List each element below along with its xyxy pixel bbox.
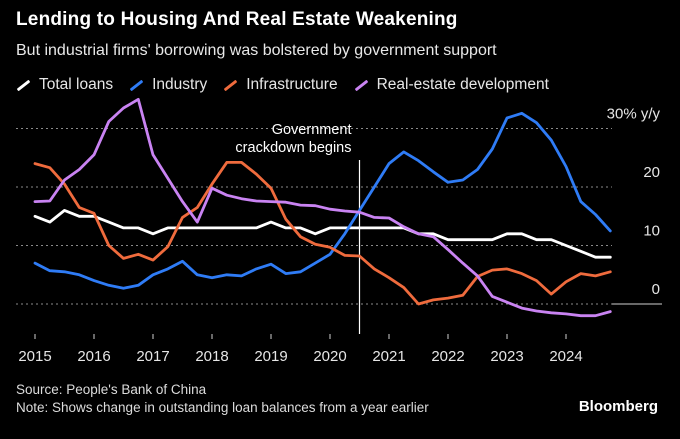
x-tick-label-2015: 2015 — [18, 348, 51, 365]
x-tick-label-2021: 2021 — [372, 348, 405, 365]
x-tick-label-2019: 2019 — [254, 348, 287, 365]
real-estate-line — [33, 97, 612, 318]
y-tick-label-30: 30% y/y — [607, 106, 661, 123]
legend-item-real-estate: Real-estate development — [354, 76, 549, 94]
y-tick-label-0: 0 — [652, 281, 660, 298]
x-tick-label-2022: 2022 — [431, 348, 464, 365]
x-tick-label-2024: 2024 — [549, 348, 582, 365]
x-tick-label-2023: 2023 — [490, 348, 523, 365]
x-tick-label-2017: 2017 — [136, 348, 169, 365]
annotation-text-line-1: Government — [272, 122, 352, 138]
x-tick-label-2016: 2016 — [77, 348, 110, 365]
y-tick-label-10: 10 — [643, 223, 660, 240]
legend-item-total-loans: Total loans — [16, 76, 113, 94]
total-loans-line — [33, 208, 612, 259]
legend: Total loans Industry Infrastructure Real… — [16, 76, 565, 94]
legend-label-total-loans: Total loans — [39, 76, 114, 93]
legend-item-industry: Industry — [129, 76, 207, 94]
legend-label-real-estate: Real-estate development — [376, 76, 549, 93]
source-note: Source: People's Bank of China — [16, 382, 207, 397]
bloomberg-logo: Bloomberg — [578, 398, 658, 415]
industry-line — [33, 111, 612, 290]
chart-subtitle: But industrial firms' borrowing was bols… — [16, 42, 497, 59]
x-tick-label-2020: 2020 — [313, 348, 346, 365]
infrastructure-line — [33, 160, 612, 306]
x-tick-label-2018: 2018 — [195, 348, 228, 365]
y-tick-label-20: 20 — [643, 164, 660, 181]
footnote: Note: Shows change in outstanding loan b… — [16, 400, 429, 415]
annotation-text-line-2: crackdown begins — [235, 140, 351, 156]
legend-item-infrastructure: Infrastructure — [223, 76, 338, 94]
legend-label-infrastructure: Infrastructure — [246, 76, 338, 93]
legend-label-industry: Industry — [152, 76, 208, 93]
chart-title: Lending to Housing And Real Estate Weake… — [16, 9, 458, 30]
